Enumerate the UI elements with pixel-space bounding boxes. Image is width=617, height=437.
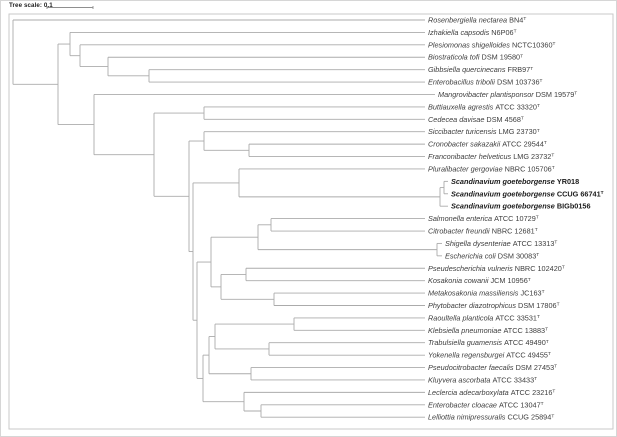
taxon-label: Franconibacter helveticus LMG 23732T (428, 152, 554, 161)
taxon-label: Gibbsiella quercinecans FRB97T (428, 65, 533, 74)
taxon-label: Enterobacillus tribolii DSM 103736T (428, 78, 543, 87)
taxon-label: Escherichia coli DSM 30083T (445, 251, 539, 260)
taxon-label: Pluralibacter gergoviae NBRC 105706T (428, 164, 555, 173)
taxon-label: Scandinavium goeteborgense YR018 (451, 177, 579, 186)
taxon-label: Yokenella regensburgei ATCC 49455T (428, 351, 551, 360)
taxon-label: Cedecea davisae DSM 4568T (428, 115, 524, 124)
tree-branches (12, 19, 448, 418)
taxon-label: Pseudescherichia vulneris NBRC 102420T (428, 264, 565, 273)
taxon-label: Cronobacter sakazakii ATCC 29544T (428, 140, 547, 149)
taxon-label: Mangrovibacter plantisponsor DSM 19579T (438, 90, 577, 99)
taxon-labels: Rosenbergiella nectarea BN4T Izhakiella c… (428, 16, 604, 422)
taxon-label: Phytobacter diazotrophicus DSM 17806T (428, 301, 560, 310)
taxon-label: Plesiomonas shigelloides NCTC10360T (428, 40, 556, 49)
taxon-label: Biostraticola tofi DSM 19580T (428, 53, 523, 62)
taxon-label: Raoultella planticola ATCC 33531T (428, 313, 540, 322)
tree-scale-legend: Tree scale: 0.1 (9, 2, 53, 9)
taxon-label: Rosenbergiella nectarea BN4T (428, 16, 526, 25)
taxon-label: Salmonella enterica ATCC 10729T (428, 214, 539, 223)
taxon-label: Siccibacter turicensis LMG 23730T (428, 127, 540, 136)
taxon-label: Leclercia adecarboxylata ATCC 23216T (428, 388, 555, 397)
taxon-label: Enterobacter cloacae ATCC 13047T (428, 400, 544, 409)
plot-frame (8, 13, 614, 430)
taxon-label: Citrobacter freundii NBRC 12681T (428, 227, 538, 236)
taxon-label: Kosakonia cowanii JCM 10956T (428, 276, 531, 285)
taxon-label: Scandinavium goeteborgense BIGb0156 (451, 202, 591, 211)
taxon-label: Scandinavium goeteborgense CCUG 66741T (451, 189, 604, 198)
taxon-label: Metakosakonia massiliensis JC163T (428, 289, 545, 298)
tree-scale-text: Tree scale: 0.1 (9, 2, 53, 9)
taxon-label: Shigella dysenteriae ATCC 13313T (445, 239, 557, 248)
taxon-label: Kluyvera ascorbata ATCC 33433T (428, 375, 537, 384)
taxon-label: Izhakiella capsodis N6P06T (428, 28, 517, 37)
taxon-label: Pseudocitrobacter faecalis DSM 27453T (428, 363, 557, 372)
taxon-label: Buttiauxella agrestis ATCC 33320T (428, 102, 540, 111)
tree-scale-bar (46, 6, 94, 9)
taxon-label: Lelliottia nimipressuralis CCUG 25894T (428, 413, 554, 422)
taxon-label: Trabulsiella guamensis ATCC 49490T (428, 338, 549, 347)
taxon-label: Klebsiella pneumoniae ATCC 13883T (428, 326, 548, 335)
